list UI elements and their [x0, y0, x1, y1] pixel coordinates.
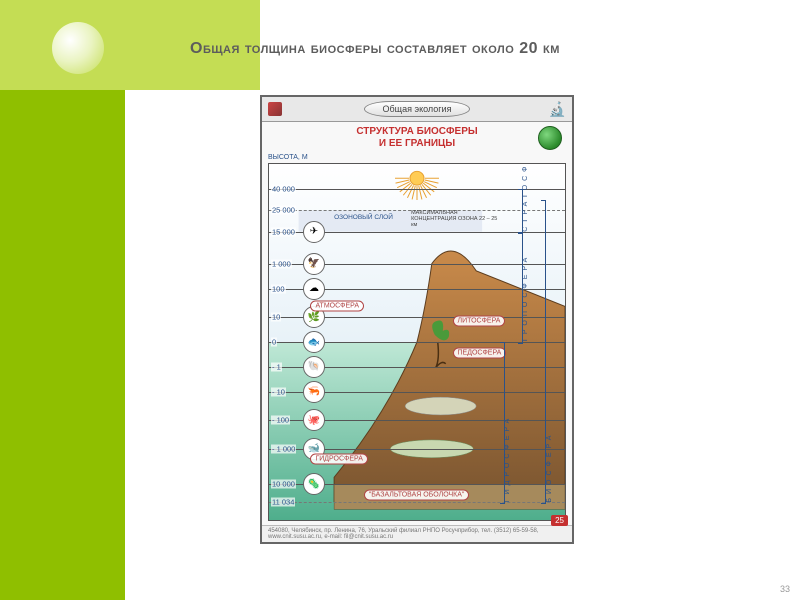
- poster-footer: 454080, Челябинск, пр. Ленина, 76, Ураль…: [262, 525, 572, 542]
- poster-title-line1: СТРУКТУРА БИОСФЕРЫ: [356, 126, 477, 137]
- y-tick-label: 10: [271, 313, 281, 322]
- organism-icon: 🦐: [303, 381, 325, 403]
- y-tick-label: - 1 000: [271, 444, 296, 453]
- slide: Общая толщина биосферы составляет около …: [0, 0, 800, 600]
- y-tick-label: 40 000: [271, 184, 296, 193]
- poster-title-line2: И ЕЕ ГРАНИЦЫ: [379, 138, 455, 149]
- left-accent-band: [0, 0, 125, 600]
- organism-icon: ✈: [303, 221, 325, 243]
- y-tick-label: 1 000: [271, 259, 292, 268]
- biosphere-poster: Общая экология 🔬 СТРУКТУРА БИОСФЕРЫ И ЕЕ…: [260, 95, 574, 544]
- organism-icon: 🐟: [303, 331, 325, 353]
- vertical-sphere-label: ГИДРОСФЕРА: [504, 342, 511, 502]
- y-tick-label: 10 000: [271, 480, 296, 489]
- ozone-label: ОЗОНОВЫЙ СЛОЙ: [334, 214, 393, 221]
- sphere-label: "БАЗАЛЬТОВАЯ ОБОЛОЧКА": [364, 490, 470, 501]
- poster-page-number: 25: [551, 515, 568, 526]
- sphere-label: ЛИТОСФЕРА: [453, 315, 506, 326]
- y-tick-label: 25 000: [271, 206, 296, 215]
- slide-title: Общая толщина биосферы составляет около …: [190, 40, 760, 58]
- ozone-note: МАКСИМАЛЬНАЯ КОНЦЕНТРАЦИЯ ОЗОНА 22 – 25 …: [411, 210, 500, 228]
- y-tick-label: - 1: [271, 362, 282, 371]
- y-tick-label: 11 034: [271, 498, 295, 507]
- organism-icon: ☁: [303, 278, 325, 300]
- y-tick-label: 100: [271, 284, 286, 293]
- poster-header-label: Общая экология: [364, 101, 471, 117]
- y-tick-label: - 100: [271, 416, 290, 425]
- axis-caption: ВЫСОТА, М: [262, 154, 572, 161]
- vertical-sphere-label: БИОСФЕРА: [546, 200, 553, 503]
- organism-icon: 🦅: [303, 253, 325, 275]
- equipment-icon: 🔬: [549, 101, 566, 118]
- vertical-sphere-label: СТРАТОСФЕРА: [522, 189, 529, 232]
- y-tick-label: - 10: [271, 387, 286, 396]
- flag-icon: [268, 102, 282, 116]
- poster-title: СТРУКТУРА БИОСФЕРЫ И ЕЕ ГРАНИЦЫ: [262, 122, 572, 154]
- sphere-label: АТМОСФЕРА: [310, 301, 364, 312]
- y-tick-label: 0: [271, 338, 277, 347]
- slide-page-number: 33: [780, 584, 790, 594]
- poster-header: Общая экология 🔬: [262, 97, 572, 122]
- globe-icon: [538, 126, 562, 150]
- organism-icon: 🐙: [303, 409, 325, 431]
- biosphere-chart: 40 00025 00015 0001 000100100- 1- 10- 10…: [268, 163, 566, 521]
- organism-icon: 🦠: [303, 473, 325, 495]
- organism-icon: 🐚: [303, 356, 325, 378]
- y-tick-label: 15 000: [271, 227, 296, 236]
- vertical-sphere-label: ТРОПОСФЕРА: [522, 232, 529, 342]
- circle-accent: [52, 22, 104, 74]
- grid-line: [269, 502, 565, 503]
- sphere-label: ГИДРОСФЕРА: [310, 454, 367, 465]
- sphere-label: ПЕДОСФЕРА: [453, 347, 507, 358]
